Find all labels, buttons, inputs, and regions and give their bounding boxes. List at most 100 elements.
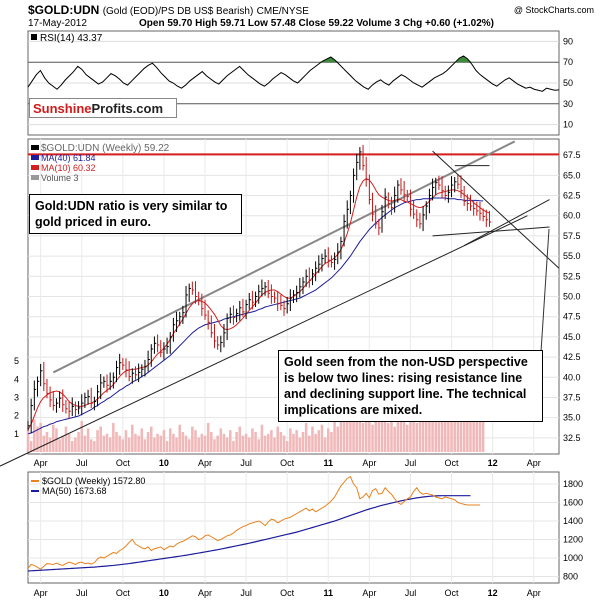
price-tick-label: 40.0 [563, 372, 581, 382]
volume-bar [399, 421, 403, 452]
symbol-label: $GOLD:UDN [28, 3, 100, 17]
volume-bar [453, 404, 456, 452]
price-tick-label: 62.5 [563, 191, 581, 201]
volume-bar [153, 437, 156, 452]
volume-bar [247, 437, 251, 452]
volume-bar [434, 419, 437, 452]
gold-tick-label: 1000 [563, 553, 583, 563]
volume-bar [181, 432, 185, 452]
price-tick-label: 65.0 [563, 170, 581, 180]
volume-bar [229, 430, 232, 452]
volume-bar [83, 435, 87, 452]
logo-part-red: Sunshine [33, 101, 92, 116]
volume-bar [298, 437, 302, 452]
volume-bar [349, 404, 352, 452]
volume-bar [270, 430, 273, 452]
gold-tick-label: 800 [563, 572, 578, 582]
volume-bar [437, 415, 441, 452]
volume-bar [118, 435, 121, 452]
gold-x-tick-label: Apr [362, 588, 376, 598]
volume-bar [77, 432, 80, 452]
volume-bar [311, 426, 314, 452]
volume-bar [64, 426, 68, 452]
volume-bar [402, 415, 406, 452]
volume-bar [197, 437, 200, 452]
volume-tick-label: 5 [14, 356, 19, 366]
volume-bar [371, 424, 374, 452]
price-x-tick-label: Oct [445, 458, 460, 468]
volume-bar [102, 435, 106, 452]
volume-bar [99, 426, 102, 452]
price-tick-label: 52.5 [563, 271, 581, 281]
volume-bar [314, 433, 317, 452]
price-x-tick-label: 12 [488, 458, 498, 468]
gold-x-tick-label: Apr [527, 588, 541, 598]
price-x-tick-label: Jul [405, 458, 417, 468]
volume-bar [156, 433, 159, 452]
annotation-top: Gold:UDN ratio is very similar to gold p… [29, 194, 242, 234]
volume-bar [251, 428, 254, 452]
price-x-tick-label: Apr [34, 458, 48, 468]
volume-bar [45, 432, 49, 452]
volume-bar [26, 430, 30, 452]
volume-bar [440, 406, 444, 452]
volume-bar [266, 433, 270, 452]
price-x-tick-label: Apr [527, 458, 541, 468]
volume-bar [415, 422, 419, 452]
price-tick-label: 57.5 [563, 231, 581, 241]
annotation-pointer [540, 228, 550, 353]
exchange-label: CME/NYSE [256, 6, 309, 17]
price-legend-label: MA(40) 61.84 [41, 153, 96, 163]
logo-part-black: Profits.com [91, 101, 164, 116]
price-tick-label: 60.0 [563, 211, 581, 221]
volume-bar [273, 437, 276, 452]
volume-bar [481, 397, 485, 452]
volume-bar [121, 439, 125, 452]
legend-layer: RSI(14) 43.37$GOLD:UDN (Weekly) 59.22MA(… [31, 33, 170, 496]
volume-bar [469, 402, 472, 452]
price-x-tick-label: 11 [324, 458, 334, 468]
volume-bar [374, 415, 377, 452]
price-legend-label: Volume 3 [41, 173, 79, 183]
gold-tick-label: 1600 [563, 498, 583, 508]
volume-bar [450, 412, 453, 452]
volume-bar [462, 401, 466, 452]
price-legend-swatch [31, 175, 39, 180]
gold-x-tick-label: Apr [198, 588, 212, 598]
volume-bar [361, 422, 365, 452]
description-label: (Gold (EOD)/PS DB US$ Bearish) [102, 6, 254, 17]
volume-bar [475, 399, 479, 452]
volume-bar [89, 439, 93, 452]
price-legend-swatch [31, 145, 39, 150]
volume-bar [393, 426, 396, 452]
gold-layer: 800 1000 1200 1400 1600 1800 Apr Jul Oct 10 Apr Jul… [27, 472, 583, 598]
volume-bar [67, 433, 71, 452]
gold-x-tick-label: Jul [405, 588, 417, 598]
price-x-tick-label: Apr [362, 458, 376, 468]
price-tick-label: 47.5 [563, 312, 581, 322]
rsi-legend-swatch [31, 34, 37, 40]
gold-x-tick-label: Jul [76, 588, 88, 598]
price-tick-label: 55.0 [563, 251, 581, 261]
price-x-tick-label: Oct [280, 458, 295, 468]
price-legend-swatch [31, 155, 39, 160]
volume-bar [364, 412, 368, 452]
volume-bar [418, 408, 422, 452]
chart-title: $GOLD:UDN (Gold (EOD)/PS DB US$ Bearish)… [28, 3, 309, 17]
volume-bar [276, 426, 279, 452]
volume-bar [168, 428, 172, 452]
volume-bar [254, 432, 257, 452]
volume-bar [396, 417, 400, 452]
gold-x-tick-label: 10 [159, 588, 169, 598]
price-tick-label: 42.5 [563, 352, 581, 362]
volume-bar [301, 432, 305, 452]
volume-bar [431, 410, 434, 452]
price-x-tick-label: Oct [116, 458, 131, 468]
volume-bar [390, 413, 393, 452]
volume-bar [213, 439, 216, 452]
volume-bar [339, 417, 343, 452]
volume-bar [424, 413, 428, 452]
price-tick-label: 50.0 [563, 292, 581, 302]
volume-bar [304, 422, 308, 452]
volume-bar [61, 435, 65, 452]
